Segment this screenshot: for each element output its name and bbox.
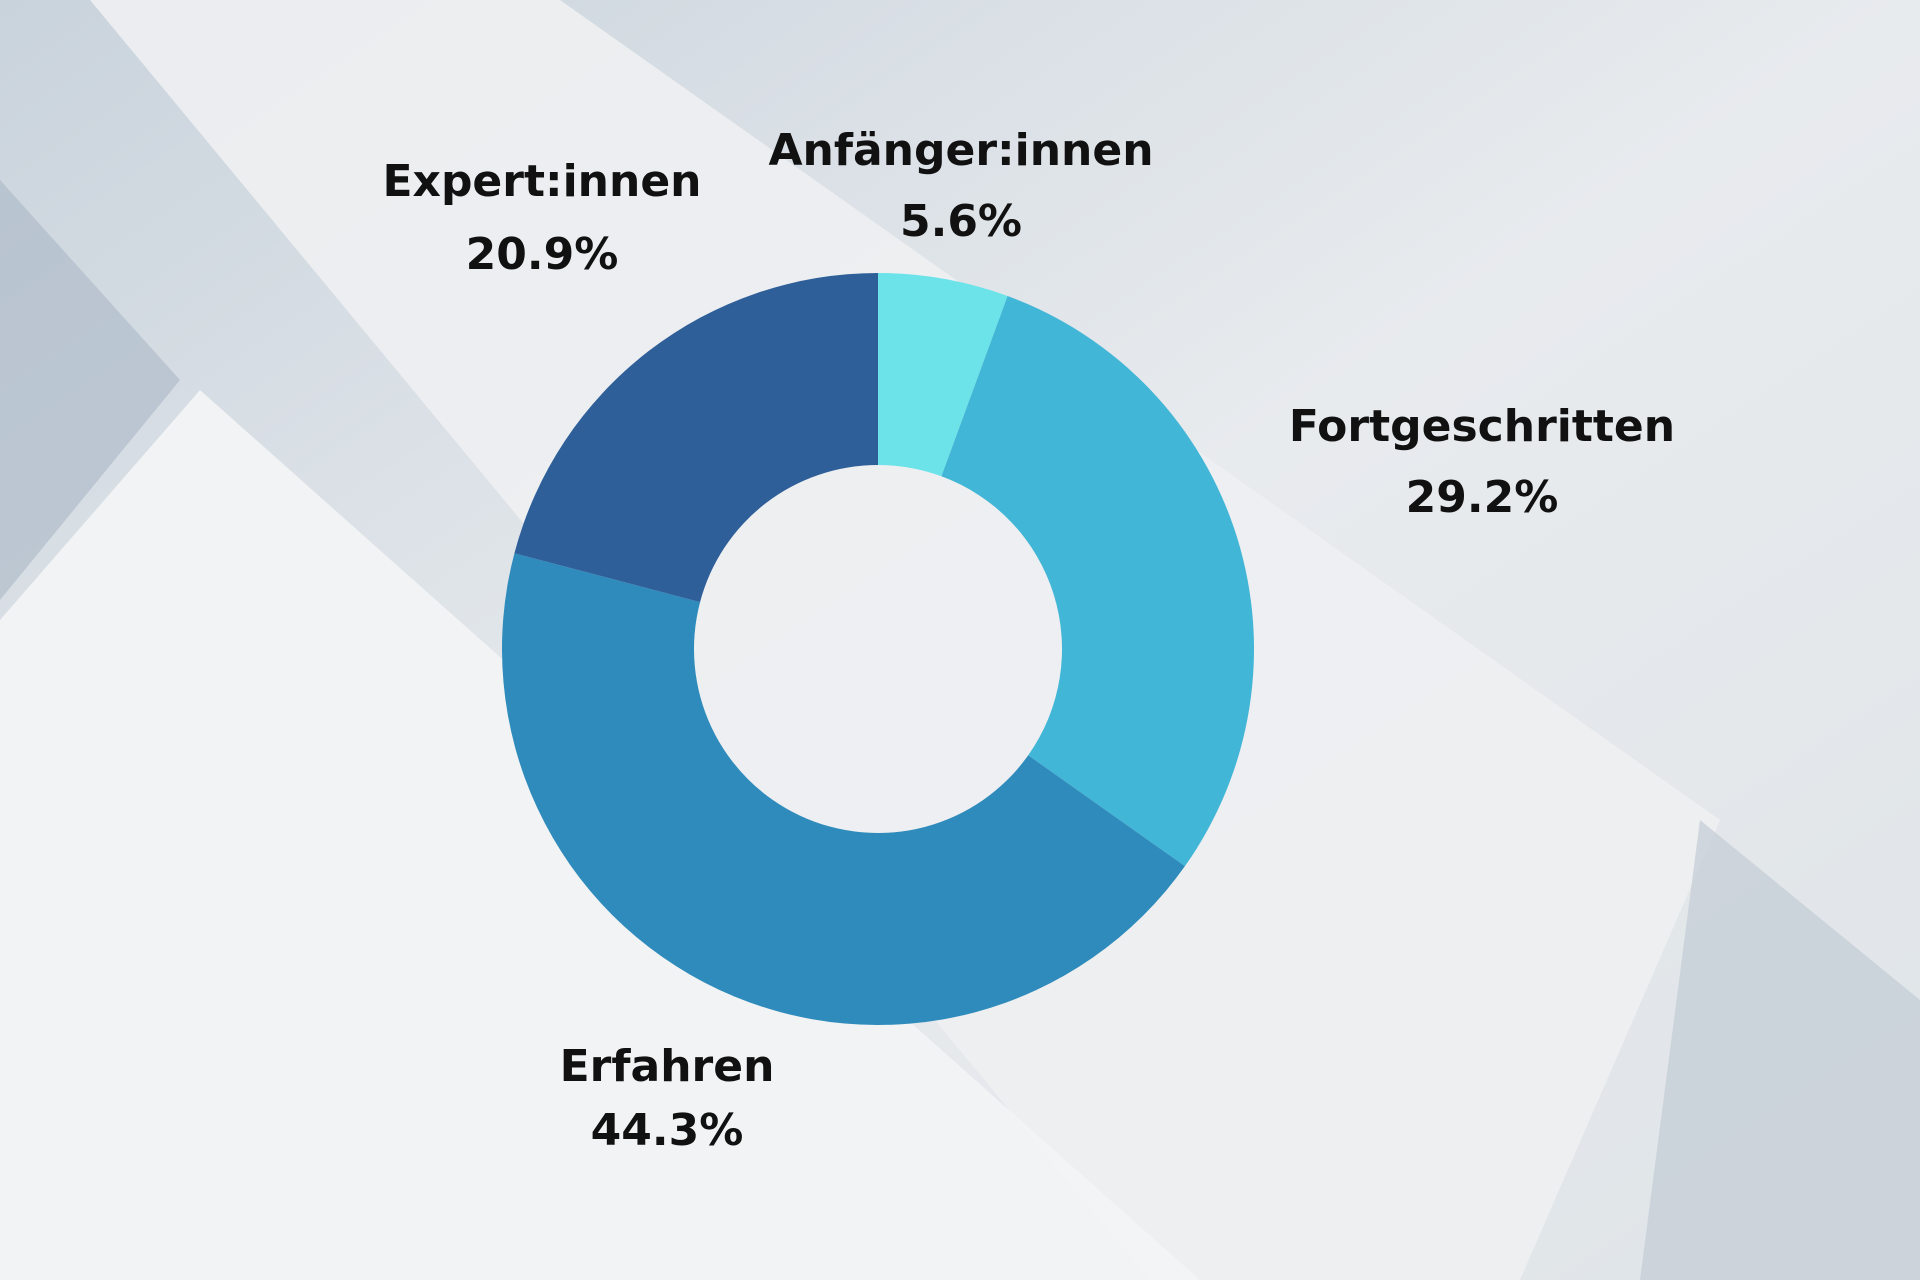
donut-slice <box>941 296 1254 867</box>
donut-slice <box>514 273 878 603</box>
slice-label: Anfänger:innen <box>768 125 1153 176</box>
background-shape <box>0 180 180 600</box>
donut-slice <box>878 273 1008 477</box>
slice-value-label: 20.9% <box>466 229 619 280</box>
slice-label: Fortgeschritten <box>1289 401 1675 452</box>
slice-value-label: 5.6% <box>900 196 1022 247</box>
donut-slice <box>502 553 1185 1025</box>
background-shape <box>90 0 1720 1280</box>
slice-label: Expert:innen <box>383 156 702 207</box>
slice-label: Erfahren <box>560 1041 775 1092</box>
slice-value-label: 29.2% <box>1406 472 1559 523</box>
slice-value-label: 44.3% <box>591 1105 744 1156</box>
background-shape <box>1640 820 1920 1280</box>
